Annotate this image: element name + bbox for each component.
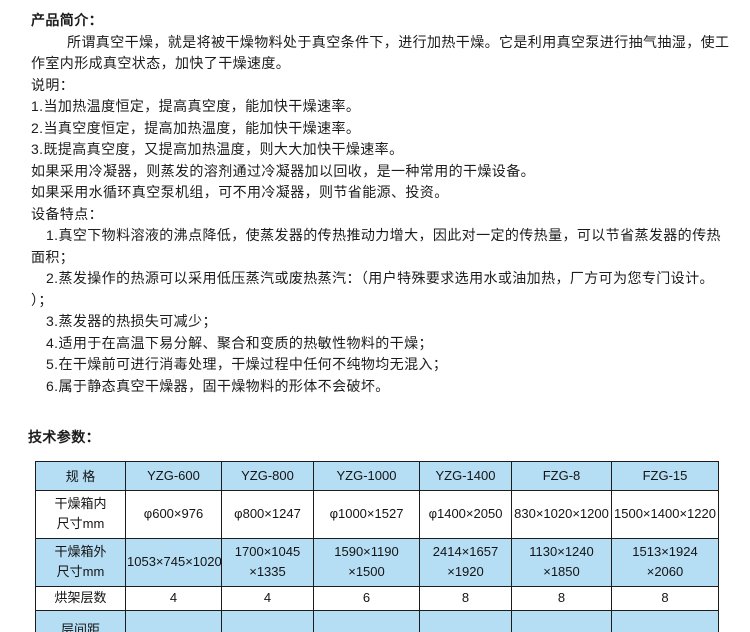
spec-row: 干燥箱内尺寸mm φ600×976 φ800×1247 φ1000×1527 φ1400… (35, 489, 719, 539)
spec-column-header: YZG-1000 (313, 460, 420, 491)
spec-cell: 4 (221, 585, 314, 611)
spec-row-label: 层间距 (35, 609, 126, 632)
spec-row: 层间距 (35, 609, 719, 632)
spec-cell-line: 1500×1400×1220 (614, 506, 716, 521)
spec-cell: φ1400×2050 (419, 489, 512, 539)
spec-row: 干燥箱外 尺寸mm 1053×745×1020 1700×1045 ×1335 1590×… (35, 537, 719, 587)
spec-cell (511, 609, 612, 632)
spec-cell: 4 (125, 585, 222, 611)
text-line: 2.蒸发操作的热源可以采用低压蒸汽或废热蒸汽：（用户特殊要求选用水或油加热，厂方… (46, 270, 714, 286)
text-line: 4.适用于在高温下易分解、聚合和变质的热敏性物料的干燥； (46, 334, 433, 351)
spec-column-header: YZG-800 (221, 460, 314, 491)
spec-cell-line: φ600×976 (143, 506, 204, 521)
spec-cell-line: 1053×745×1020 (127, 554, 222, 569)
spec-cell: 8 (511, 585, 612, 611)
spec-cell-line: ×1500 (348, 564, 385, 579)
spec-cell-line: φ800×1247 (234, 506, 301, 521)
spec-header-row: 规 格 YZG-600 YZG-800 YZG-1000 YZG-1400 FZG-8 FZ… (35, 460, 719, 491)
spec-cell-line: 2414×1657 (432, 544, 499, 559)
spec-row-label-line: 干燥箱内 (54, 496, 107, 511)
spec-table: 规 格 YZG-600 YZG-800 YZG-1000 YZG-1400 FZG-8 FZ… (35, 460, 719, 632)
document-body: 产品简介： 所谓真空干燥，就是将被干燥物料处于真空条件下，进行加热干燥。它是利用真… (31, 12, 730, 394)
spec-cell: 1500×1400×1220 (611, 489, 719, 539)
spec-column-header: 规 格 (35, 460, 126, 491)
text-line: 6.属于静态真空干燥器，固干燥物料的形体不会破坏。 (46, 377, 390, 394)
spec-row-label: 干燥箱内尺寸mm (35, 489, 126, 539)
text-line: 1.当加热温度恒定，提高真空度，能加快干燥速率。 (31, 98, 361, 114)
spec-cell-line: 830×1020×1200 (514, 506, 609, 521)
spec-cell-line: ×1920 (447, 564, 484, 579)
spec-cell-line: φ1400×2050 (428, 506, 503, 521)
spec-cell (313, 609, 420, 632)
spec-row-label: 干燥箱外尺寸mm (35, 537, 126, 587)
spec-cell-line: ×1335 (249, 564, 286, 579)
section-heading-tech-params: 技术参数： (28, 429, 100, 445)
spec-cell: 1700×1045 ×1335 (221, 537, 314, 587)
text-line: 1.真空下物料溶液的沸点降低，使蒸发器的传热推动力增大，因此对一定的传热量，可以… (46, 227, 721, 243)
spec-row-label-line: 尺寸mm (56, 516, 105, 531)
spec-cell-line: 8 (461, 590, 470, 605)
spec-cell-line: 8 (557, 590, 566, 605)
spec-cell: 1053×745×1020 (125, 537, 222, 587)
spec-column-header: FZG-15 (611, 460, 719, 491)
spec-cell-line: 8 (661, 590, 669, 605)
spec-row: 烘架层数 4 4 6 8 8 8 (35, 585, 719, 611)
spec-row-label-line: 烘架层数 (54, 590, 107, 605)
spec-cell: 830×1020×1200 (511, 489, 612, 539)
spec-cell: 8 (419, 585, 512, 611)
text-line: 如果采用水循环真空泵机组，可不用冷凝器，则节省能源、投资。 (31, 184, 449, 200)
spec-cell: φ1000×1527 (313, 489, 420, 539)
spec-cell (419, 609, 512, 632)
spec-cell (125, 609, 222, 632)
spec-cell: 2414×1657 ×1920 (419, 537, 512, 587)
spec-row-label: 烘架层数 (35, 585, 126, 611)
spec-column-header: YZG-600 (125, 460, 222, 491)
text-line: 面积； (31, 248, 75, 265)
text-line: 3.蒸发器的热损失可减少； (46, 313, 217, 329)
spec-cell-line: 1130×1240 ×1850 (529, 544, 594, 579)
spec-cell-line: 4 (169, 590, 178, 605)
text-line: 作室内形成真空状态，加快了干燥速度。 (31, 55, 291, 71)
spec-cell: 1513×1924 ×2060 (611, 537, 719, 587)
spec-cell: 6 (313, 585, 420, 611)
spec-column-header: FZG-8 (511, 460, 612, 491)
spec-row-label-line: 层间距 (60, 622, 100, 632)
text-line: 说明： (31, 76, 75, 93)
spec-cell: 8 (611, 585, 719, 611)
text-line: 设备特点： (31, 205, 103, 222)
spec-row-label-line: 干燥箱外 (54, 544, 107, 559)
spec-cell-line: 4 (263, 590, 272, 605)
spec-cell-line: 6 (362, 590, 371, 605)
spec-row-label-line: 尺寸mm (56, 564, 105, 579)
spec-table-body: 干燥箱内尺寸mm φ600×976 φ800×1247 φ1000×1527 φ1400… (35, 489, 719, 632)
text-line: 所谓真空干燥，就是将被干燥物料处于真空条件下，进行加热干燥。它是利用真空泵进行抽… (67, 33, 730, 50)
text-line: 2.当真空度恒定，提高加热温度，能加快干燥速率。 (31, 119, 361, 136)
text-line: ）； (31, 291, 53, 308)
spec-cell (221, 609, 314, 632)
spec-cell (611, 609, 719, 632)
text-line: 如果采用冷凝器，则蒸发的溶剂通过冷凝器加以回收，是一种常用的干燥设备。 (31, 162, 535, 179)
spec-cell-line: 1590×1190 (334, 544, 399, 559)
spec-table-head: 规 格 YZG-600 YZG-800 YZG-1000 YZG-1400 FZG-8 FZ… (35, 460, 719, 491)
text-line: 5.在干燥前可进行消毒处理，干燥过程中任何不纯物均无混入； (46, 356, 448, 372)
spec-cell: 1130×1240 ×1850 (511, 537, 612, 587)
section-heading: 产品简介： (31, 12, 103, 28)
spec-cell-line: φ1000×1527 (329, 506, 404, 521)
spec-column-header: YZG-1400 (419, 460, 512, 491)
spec-cell-line: 1700×1045 (234, 544, 301, 559)
spec-cell-line: ×2060 (646, 564, 684, 579)
spec-cell: 1590×1190 ×1500 (313, 537, 420, 587)
spec-cell-line: 1513×1924 (632, 544, 698, 559)
text-line: 3.既提高真空度，又提高加热温度，则大大加快干燥速率。 (31, 141, 404, 157)
spec-cell: φ800×1247 (221, 489, 314, 539)
spec-cell: φ600×976 (125, 489, 222, 539)
